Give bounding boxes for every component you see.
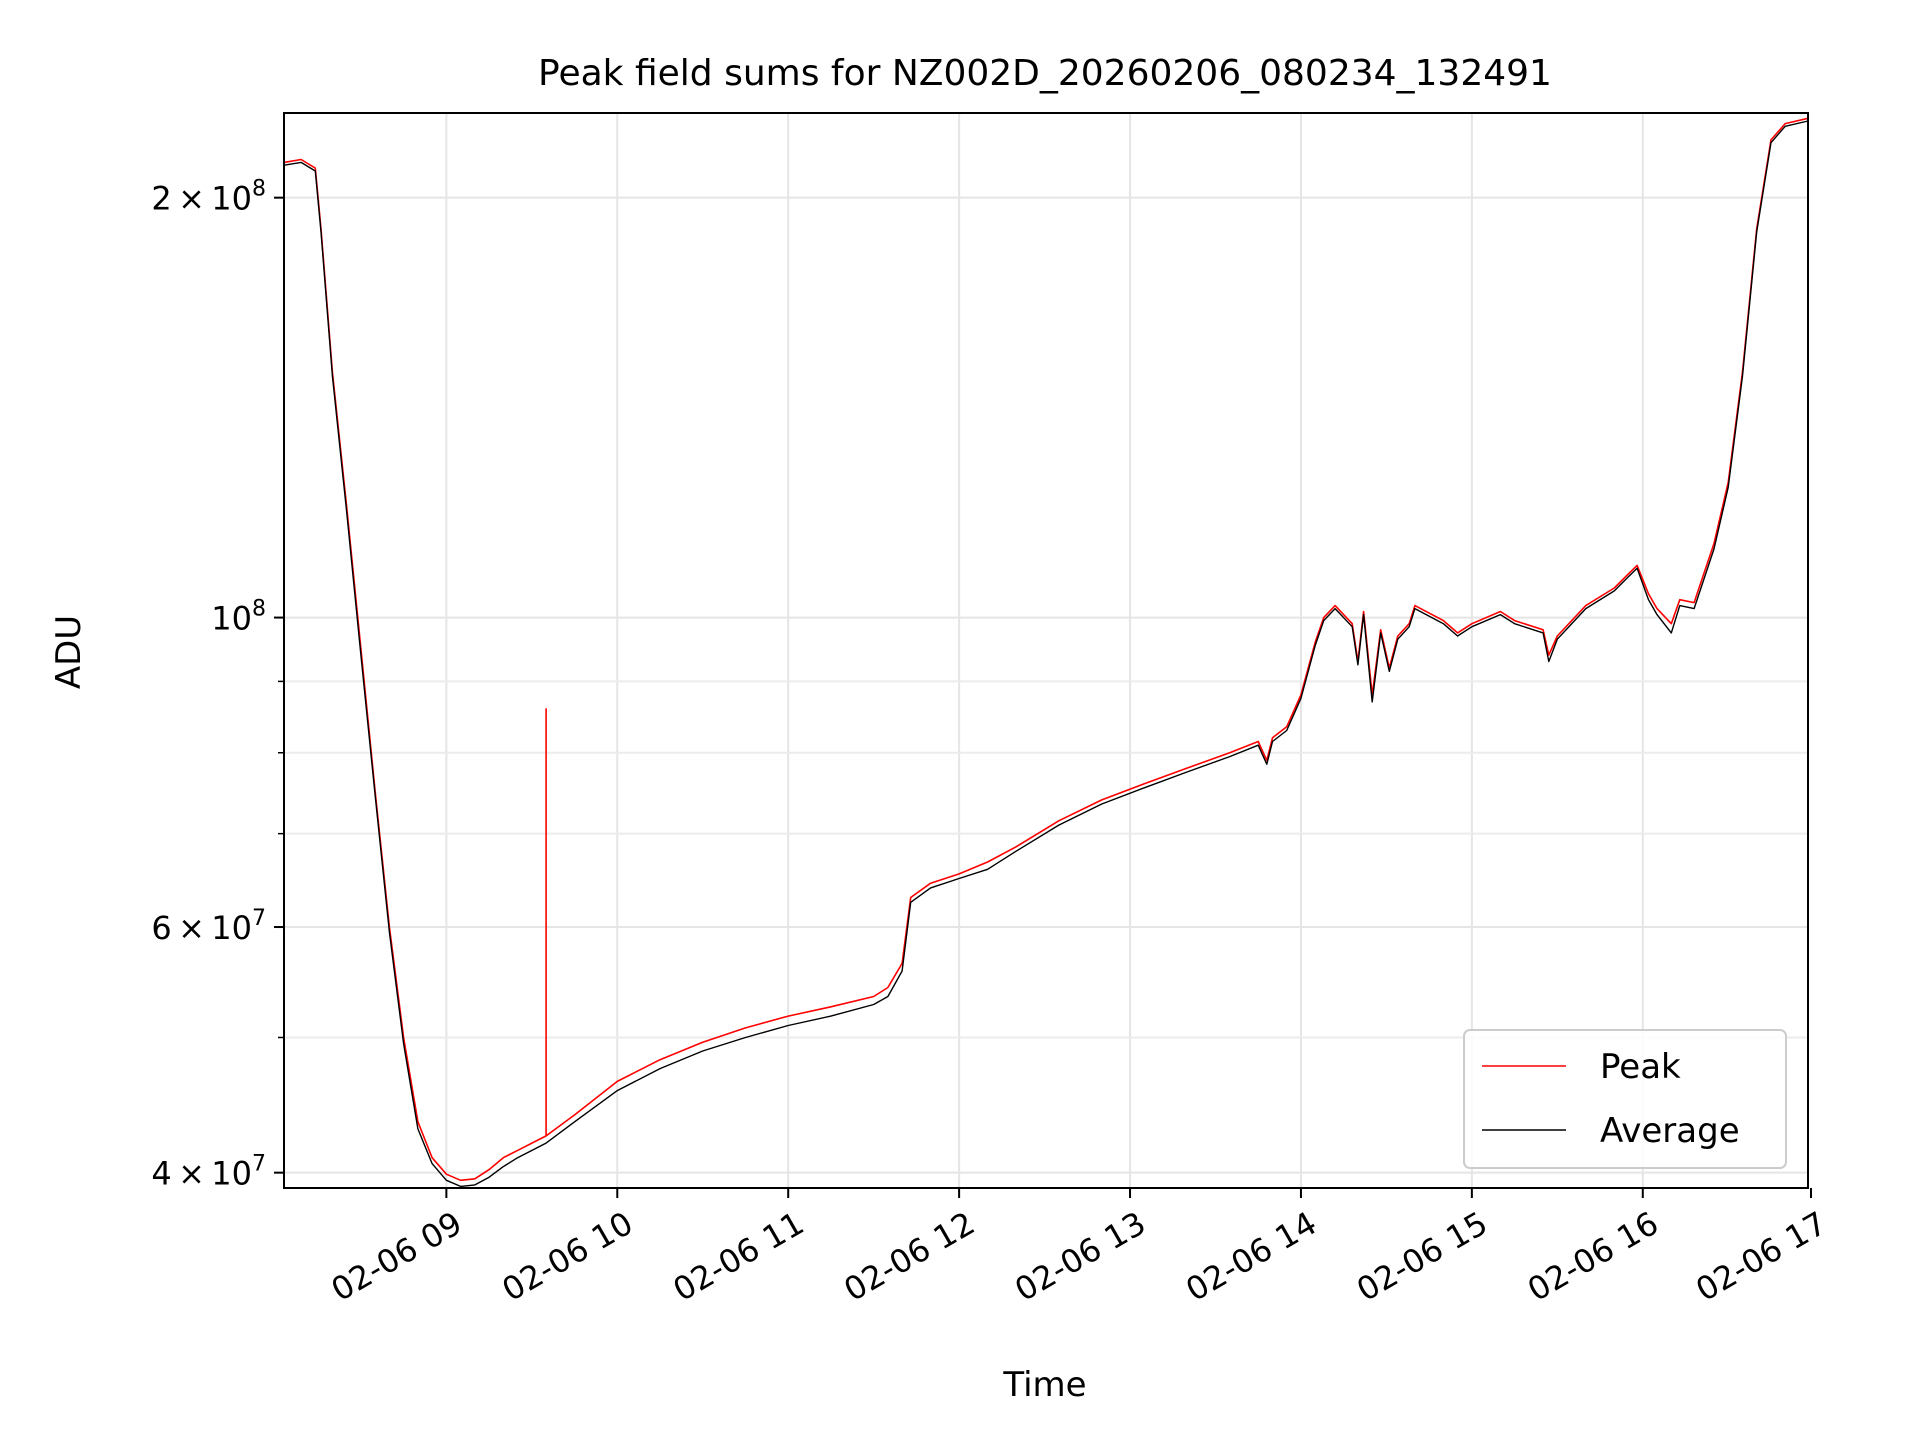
y-tick-label: 2 × 108 [151,177,266,218]
y-tick-label: 4 × 107 [151,1152,266,1193]
series-lines [283,117,1809,1188]
series-line-average [283,120,1809,1188]
series-line-peak [283,117,1809,1182]
chart-title: Peak field sums for NZ002D_20260206_0802… [538,53,1552,94]
x-axis-label: Time [1002,1365,1086,1405]
y-tick-label: 6 × 107 [151,906,266,947]
y-axis-ticks: 4 × 107 6 × 107 108 2 × 108 [151,177,284,1193]
legend: Peak Average [1463,1029,1787,1169]
legend-label-peak: Peak [1600,1047,1681,1087]
y-axis-label: ADU [49,615,89,689]
legend-label-average: Average [1600,1111,1740,1151]
legend-box [1463,1029,1787,1169]
plot-frame [283,112,1809,1189]
y-tick-label: 108 [211,597,266,638]
